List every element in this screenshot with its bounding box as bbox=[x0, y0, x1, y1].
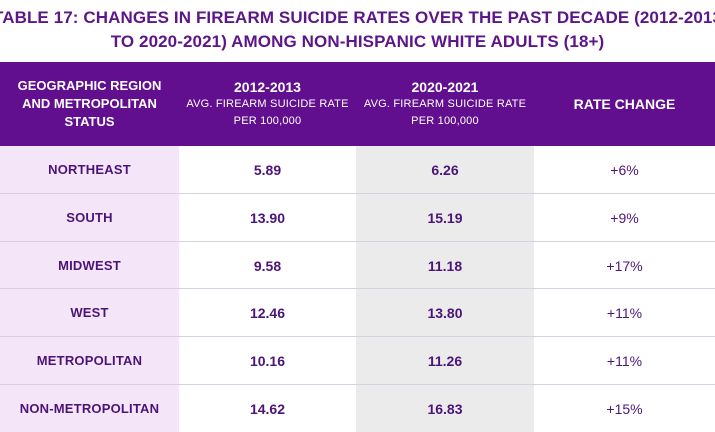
table-title: TABLE 17: CHANGES IN FIREARM SUICIDE RAT… bbox=[0, 0, 715, 60]
rate-2020-2021-cell: 11.18 bbox=[427, 257, 463, 274]
table-row: METROPOLITAN 10.16 11.26 +11% bbox=[0, 337, 715, 384]
rate-2020-2021-cell: 16.83 bbox=[427, 400, 463, 417]
table-row: NORTHEAST 5.89 6.26 +6% bbox=[0, 146, 715, 193]
row-divider bbox=[0, 241, 715, 242]
region-cell: WEST bbox=[70, 305, 109, 320]
region-cell: NON-METROPOLITAN bbox=[19, 401, 160, 416]
rate-change-cell: +6% bbox=[610, 161, 639, 178]
header-2020-2021: 2020-2021 AVG. FIREARM SUICIDE RATE PER … bbox=[356, 62, 534, 146]
table-title-line-2: TO 2020-2021) AMONG NON-HISPANIC WHITE A… bbox=[110, 32, 605, 51]
region-cell: SOUTH bbox=[66, 210, 113, 225]
rate-2020-2021-cell: 15.19 bbox=[427, 209, 463, 226]
rate-change-cell: +17% bbox=[606, 257, 643, 274]
rate-2012-2013-cell: 5.89 bbox=[253, 161, 282, 178]
table-title-line-1: TABLE 17: CHANGES IN FIREARM SUICIDE RAT… bbox=[0, 8, 715, 27]
row-divider bbox=[0, 384, 715, 385]
table-body: NORTHEAST 5.89 6.26 +6% SOUTH 13.90 15.1… bbox=[0, 146, 715, 432]
table-header: GEOGRAPHIC REGION AND METROPOLITAN STATU… bbox=[0, 62, 715, 146]
header-2012-2013-unit: PER 100,000 bbox=[233, 115, 302, 127]
rate-2012-2013-cell: 14.62 bbox=[249, 400, 286, 417]
rate-2012-2013-cell: 10.16 bbox=[249, 352, 286, 369]
rate-2020-2021-cell: 13.80 bbox=[427, 304, 463, 321]
header-region: GEOGRAPHIC REGION AND METROPOLITAN STATU… bbox=[0, 62, 179, 146]
region-cell: METROPOLITAN bbox=[36, 353, 143, 368]
header-2020-2021-desc: AVG. FIREARM SUICIDE RATE bbox=[363, 98, 527, 110]
header-rate-change-label: RATE CHANGE bbox=[573, 96, 676, 112]
rate-2012-2013-cell: 12.46 bbox=[249, 304, 286, 321]
header-rate-change: RATE CHANGE bbox=[534, 62, 715, 146]
rate-2012-2013-cell: 9.58 bbox=[253, 257, 282, 274]
rate-change-cell: +9% bbox=[610, 209, 639, 226]
header-2020-2021-unit: PER 100,000 bbox=[411, 115, 479, 127]
header-region-line-2: AND METROPOLITAN bbox=[22, 96, 157, 111]
data-table: GEOGRAPHIC REGION AND METROPOLITAN STATU… bbox=[0, 62, 715, 432]
table-row: WEST 12.46 13.80 +11% bbox=[0, 289, 715, 336]
header-2012-2013-desc: AVG. FIREARM SUICIDE RATE bbox=[186, 98, 349, 110]
row-divider bbox=[0, 288, 715, 289]
header-2012-2013-year: 2012-2013 bbox=[234, 79, 301, 95]
table-row: SOUTH 13.90 15.19 +9% bbox=[0, 194, 715, 241]
rate-2020-2021-cell: 6.26 bbox=[431, 161, 459, 178]
header-2012-2013: 2012-2013 AVG. FIREARM SUICIDE RATE PER … bbox=[179, 62, 356, 146]
region-cell: MIDWEST bbox=[58, 258, 121, 273]
header-2020-2021-year: 2020-2021 bbox=[411, 79, 479, 95]
rate-change-cell: +11% bbox=[606, 352, 643, 369]
row-divider bbox=[0, 193, 715, 194]
region-cell: NORTHEAST bbox=[48, 162, 131, 177]
header-region-line-1: GEOGRAPHIC REGION bbox=[17, 78, 162, 93]
rate-change-cell: +15% bbox=[606, 400, 643, 417]
rate-change-cell: +11% bbox=[606, 304, 643, 321]
rate-2012-2013-cell: 13.90 bbox=[249, 209, 286, 226]
row-divider bbox=[0, 336, 715, 337]
rate-2020-2021-cell: 11.26 bbox=[427, 352, 463, 369]
table-row: NON-METROPOLITAN 14.62 16.83 +15% bbox=[0, 385, 715, 432]
header-region-line-3: STATUS bbox=[64, 114, 115, 129]
table-row: MIDWEST 9.58 11.18 +17% bbox=[0, 242, 715, 289]
